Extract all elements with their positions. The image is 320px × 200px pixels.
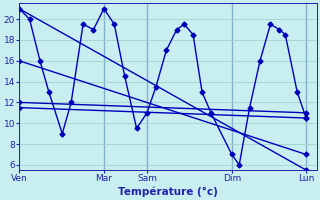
X-axis label: Température (°c): Température (°c) <box>118 186 218 197</box>
